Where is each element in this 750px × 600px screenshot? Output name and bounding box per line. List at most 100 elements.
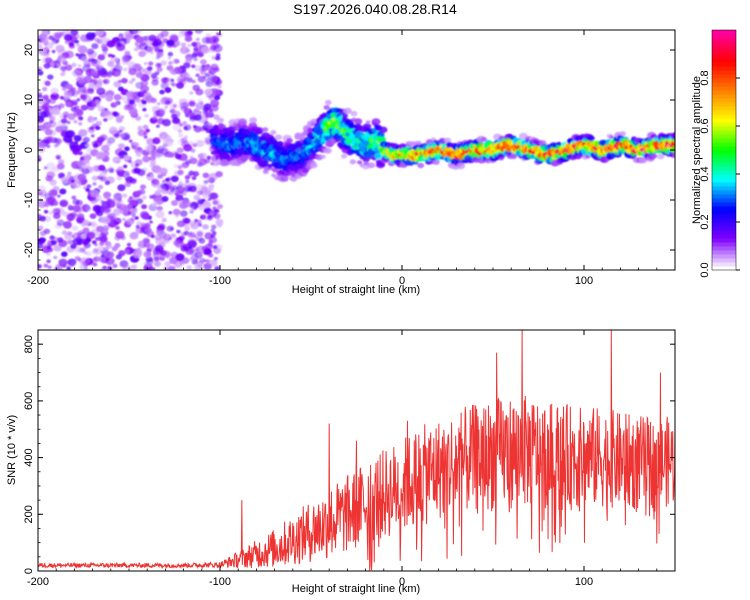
spectrogram-cell [89, 222, 94, 226]
spectrogram-cell [184, 159, 192, 165]
spectrogram-cell [86, 147, 93, 153]
spectrogram-cell [114, 243, 121, 248]
spectrogram-cell [57, 55, 67, 63]
spectrogram-cell [212, 198, 221, 206]
x-tick-label: -100 [209, 576, 231, 588]
spectrogram-cell [206, 207, 212, 212]
spectrogram-cell [74, 144, 83, 152]
spectrogram-cell [70, 87, 76, 93]
colorbar-step [712, 262, 736, 267]
x-tick-label: 100 [575, 576, 593, 588]
spectrogram-cell [128, 139, 133, 143]
spectrogram-cell [132, 205, 136, 209]
snr-x-ticks: -200 -100 0 100 [27, 330, 676, 588]
spectrogram-cell [63, 96, 71, 103]
colorbar-step [712, 170, 736, 175]
spectrogram-cell [671, 145, 675, 152]
spectrogram-cell [110, 198, 115, 203]
spectrogram-cell [376, 161, 386, 169]
spectrogram-cell [417, 162, 425, 169]
spectrogram-cell [38, 200, 47, 208]
spectrogram-cell [62, 111, 69, 117]
spectrogram-cell [160, 182, 168, 189]
colorbar-step [712, 194, 736, 199]
spectrogram-cell [184, 35, 193, 42]
colorbar-step [712, 214, 736, 219]
spectrogram-cell [194, 64, 202, 72]
spectrogram-cell [50, 239, 58, 246]
spectrogram-cell [215, 53, 221, 57]
spectrogram-cell [82, 136, 90, 143]
spectrogram-cell [189, 91, 194, 95]
spectrogram-cell [132, 250, 142, 259]
spectrogram-cell [118, 155, 124, 160]
spectrogram-cell [187, 231, 196, 239]
spectrogram-cell [203, 103, 212, 110]
colorbar-step [712, 174, 736, 179]
spectrogram-cell [374, 152, 383, 160]
y-tick-label: 400 [23, 448, 35, 466]
spectrogram-cell [67, 239, 74, 245]
spectrogram-cell [270, 130, 277, 135]
spectrogram-cell [171, 82, 176, 87]
y-tick-label: 0 [23, 147, 35, 153]
colorbar-step [712, 226, 736, 231]
colorbar-step [712, 250, 736, 255]
spectrogram-cell [144, 113, 150, 118]
spectrogram-cell [165, 178, 170, 182]
y-tick-label: 0 [23, 568, 35, 574]
spectrogram-cell [186, 187, 191, 192]
spectrogram-cell [140, 85, 150, 93]
colorbar-step [712, 206, 736, 211]
spectrogram-cell [72, 232, 81, 240]
spectrogram-cell [94, 243, 98, 247]
spectrogram-cell [197, 231, 203, 237]
spectrogram-cell [46, 259, 51, 264]
spectrogram-cell [205, 122, 213, 129]
spectrogram-cell [90, 197, 98, 204]
spectrogram-cell [38, 118, 42, 124]
spectrogram-cell [65, 83, 72, 89]
spectrogram-cell [130, 110, 139, 117]
spectrogram-cell [172, 44, 177, 48]
spectrogram-cell [47, 265, 52, 270]
spectrogram-cell [142, 155, 151, 163]
spectrogram-cell [210, 192, 219, 200]
spectrogram-cell [104, 207, 110, 213]
spectrogram-cell [42, 86, 48, 92]
spectrogram-cell [56, 237, 64, 243]
spectrogram-cell [112, 68, 117, 72]
spectrogram-cell [216, 32, 220, 36]
colorbar: 0.0 0.2 0.4 0.6 0.8 Normalized spectral ampl… [691, 29, 740, 278]
spectrogram-cell [91, 70, 98, 76]
spectrogram-cell [188, 100, 196, 107]
spectrogram-cell [115, 117, 123, 123]
spectrogram-cell [128, 80, 134, 85]
spectrogram-cell [77, 173, 87, 182]
spectrogram-cell [164, 105, 169, 109]
snr-panel: -200 -100 0 100 0 200 400 600 800 Height of str… [6, 329, 676, 595]
spectrogram-cell [52, 208, 61, 215]
colorbar-step [712, 130, 736, 135]
spectrogram-cell [63, 91, 72, 99]
spectrogram-cell [156, 205, 163, 212]
spectrogram-cell [138, 42, 149, 51]
colorbar-step [712, 266, 736, 271]
spectrogram-cell [105, 90, 115, 98]
colorbar-step [712, 122, 736, 127]
spectrogram-cell [72, 205, 81, 213]
spectrogram-cell [177, 169, 184, 176]
spectrogram-cell [190, 148, 196, 153]
spectrogram-cell [73, 120, 78, 124]
spectrogram-cell [112, 263, 118, 268]
spectrogram-cell [44, 47, 48, 51]
colorbar-step [712, 182, 736, 187]
spectrogram-cell [95, 30, 104, 37]
colorbar-step [712, 30, 736, 35]
spectrogram-cell [50, 87, 59, 95]
spectrogram-cell [197, 264, 203, 269]
spectrogram-cell [53, 255, 58, 260]
spectrogram-cell [66, 120, 71, 125]
spectrogram-cell [379, 132, 385, 138]
y-tick-label: -20 [23, 242, 35, 258]
